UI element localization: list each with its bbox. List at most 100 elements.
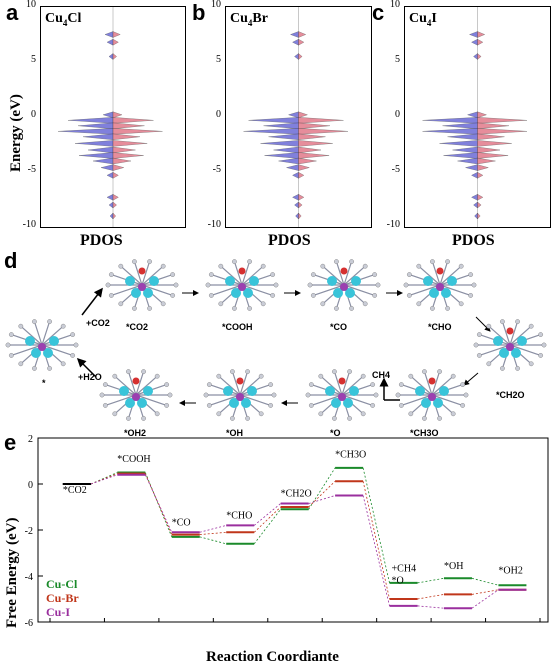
pdos-ytick: -10	[386, 219, 400, 230]
fe-state-label: *CH2O	[281, 489, 312, 500]
fe-connector-Cu-I	[253, 503, 281, 526]
pdos-xlabel-a: PDOS	[80, 232, 123, 249]
pdos-curve-b	[243, 7, 349, 227]
state-label-oh: *OH	[226, 428, 244, 438]
catalyst-structure	[305, 369, 379, 421]
fe-connector-Cu-I	[199, 525, 227, 533]
fe-state-label: *CHO	[226, 511, 252, 522]
arrow-ch2o	[475, 316, 491, 332]
fe-connector-Cu-I	[90, 474, 118, 485]
fe-state-label: *O	[392, 575, 404, 586]
pdos-xlabel-c: PDOS	[452, 232, 495, 249]
fe-state-label: +CH4	[392, 563, 417, 574]
pdos-ytick: 5	[216, 54, 221, 65]
fe-connector-Cu-I	[362, 495, 390, 606]
fe-connector-Cu-I	[308, 495, 336, 504]
state-label-cho: *CHO	[428, 322, 452, 332]
fe-connector-Cu-Br	[471, 589, 499, 595]
fe-connector-Cu-Cl	[471, 577, 499, 586]
arrow-ch3o	[463, 372, 479, 386]
catalyst-structure	[205, 259, 279, 311]
panel-letter-a: a	[6, 0, 19, 25]
fe-connector-Cu-Br	[308, 480, 336, 508]
state-label-ch3o: *CH3O	[410, 428, 439, 438]
state-label-o: *O	[330, 428, 341, 438]
pdos-ytick: 0	[395, 109, 400, 120]
pdos-plot-c: Cu4I	[404, 6, 551, 228]
state-label-oh2: *OH2	[124, 428, 147, 438]
panel-letter-b: b	[192, 0, 206, 25]
fe-ytick-label: 2	[28, 434, 33, 445]
pdos-ytick: -5	[27, 164, 36, 175]
fe-connector-Cu-Br	[417, 594, 445, 600]
fe-ytick-label: -2	[25, 526, 33, 537]
pdos-ytick: 10	[26, 0, 36, 10]
fe-state-label: *CO	[172, 517, 191, 528]
catalyst-structure	[307, 259, 381, 311]
fe-connector-Cu-I	[471, 589, 499, 609]
pdos-ytick: -5	[391, 164, 400, 175]
arrow-co2	[81, 287, 103, 316]
panel-letter-e: e	[4, 430, 17, 455]
catalyst-structure	[473, 319, 547, 371]
fe-state-label: *CH3O	[335, 450, 366, 461]
catalyst-structure	[403, 259, 477, 311]
pdos-title-c: Cu4I	[409, 11, 437, 28]
fe-ytick-label: -4	[25, 572, 33, 583]
state-label-cooh: *COOH	[222, 322, 253, 332]
pdos-ytick: 10	[211, 0, 221, 10]
pdos-ytick: 10	[390, 0, 400, 10]
panel-letter-d: d	[4, 248, 18, 273]
pdos-xlabel-b: PDOS	[268, 232, 311, 249]
catalyst-structure	[105, 259, 179, 311]
arrow-h2o	[76, 357, 97, 378]
fe-connector-Cu-I	[417, 605, 445, 609]
pdos-ytick: 0	[216, 109, 221, 120]
fe-ytick-label: 0	[28, 480, 33, 491]
pdos-plot-a: Cu4Cl	[40, 6, 186, 228]
step-label-ch4: CH4	[372, 370, 391, 380]
pdos-ytick: 5	[31, 54, 36, 65]
fe-xlabel: Reaction Coordiante	[206, 649, 339, 665]
pdos-ylabel: Energy (eV)	[8, 94, 24, 172]
pdos-ytick: -10	[207, 219, 221, 230]
catalyst-structure	[99, 369, 173, 421]
step-label-h2o: +H2O	[78, 372, 102, 382]
fe-connector-Cu-Cl	[417, 577, 445, 584]
fe-state-label: *COOH	[117, 454, 150, 465]
pdos-ytick: -5	[212, 164, 221, 175]
fe-legend-Cu-Cl: Cu-Cl	[46, 577, 78, 591]
state-label-co: *CO	[330, 322, 348, 332]
fe-state-label: *CO2	[63, 485, 87, 496]
fe-connector-Cu-Br	[362, 481, 390, 600]
fe-connector-Cu-Cl	[253, 509, 281, 545]
fe-connector-Cu-Cl	[199, 536, 227, 545]
pdos-ytick: 0	[31, 109, 36, 120]
pdos-plot-b: Cu4Br	[225, 6, 372, 228]
pdos-title-a: Cu4Cl	[45, 11, 82, 28]
state-label-co2: *CO2	[126, 322, 149, 332]
fe-ytick-label: -6	[25, 618, 33, 629]
fe-connector-Cu-Cl	[362, 467, 390, 583]
free-energy-chart: 20-2-4-6*CO2*COOH*CO*CHO*CH2O*CH3O+CH4*O…	[25, 434, 549, 629]
catalyst-structure	[5, 319, 79, 371]
fe-legend-Cu-Br: Cu-Br	[46, 591, 79, 605]
pdos-curve-c	[422, 7, 528, 227]
catalyst-structure	[395, 369, 469, 421]
fe-state-label: *OH2	[498, 566, 522, 577]
fe-legend-Cu-I: Cu-I	[46, 605, 70, 619]
pdos-ytick: -10	[22, 219, 36, 230]
reaction-cycle	[5, 259, 547, 421]
state-label-ch2o: *CH2O	[496, 390, 525, 400]
fe-connector-Cu-I	[144, 474, 173, 533]
fe-connector-Cu-Br	[253, 506, 281, 533]
panel-letter-c: c	[372, 0, 385, 25]
state-label-bare: *	[42, 378, 46, 388]
catalyst-structure	[203, 369, 277, 421]
pdos-title-b: Cu4Br	[230, 11, 268, 28]
pdos-curve-a	[57, 7, 163, 227]
fe-connector-Cu-Br	[199, 531, 227, 535]
fe-state-label: *OH	[444, 561, 463, 572]
pdos-ytick: 5	[395, 54, 400, 65]
step-label-co2: +CO2	[86, 318, 110, 328]
